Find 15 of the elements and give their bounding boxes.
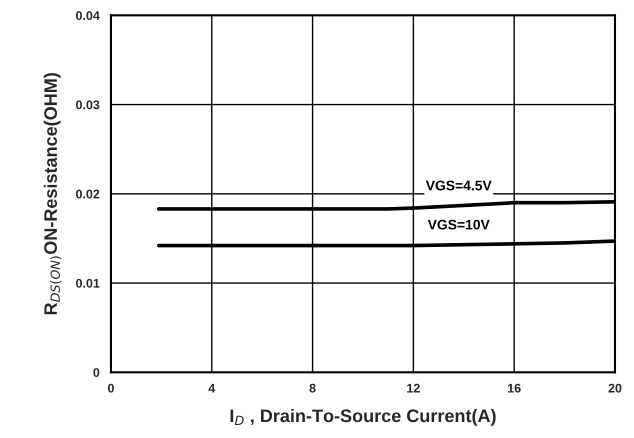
x-tick-label: 4: [208, 384, 216, 392]
x-axis-title: I$_{D}$ , Drain-To-Source Current(A): [230, 408, 496, 426]
x-tick-label: 12: [407, 384, 420, 392]
series-label: VGS=10V: [428, 220, 490, 230]
y-tick-label: 0.04: [76, 11, 100, 20]
x-tick-label: 20: [608, 384, 622, 393]
y-tick-label: 0.03: [76, 100, 100, 110]
y-tick-label: 0.02: [76, 190, 100, 198]
x-tick-label: 8: [309, 384, 316, 393]
series-label: VGS=4.5V: [426, 180, 492, 190]
y-axis-title: R$_{DS(ON)}$ON-Resistance(OHM): [44, 73, 62, 314]
y-tick-label: 0: [93, 368, 100, 377]
y-tick-label: 0.01: [76, 278, 100, 288]
x-tick-label: 16: [508, 384, 521, 393]
x-tick-label: 0: [108, 384, 114, 393]
